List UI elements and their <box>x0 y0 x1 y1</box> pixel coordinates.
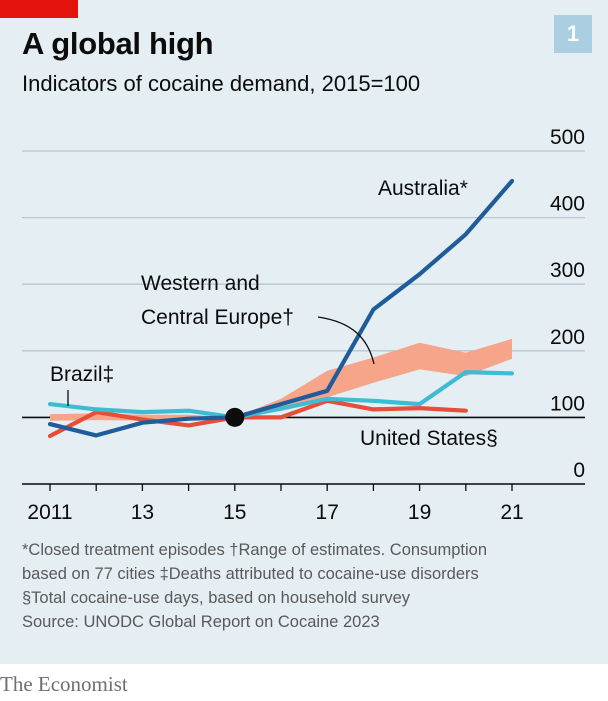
series-layer <box>47 178 515 439</box>
x-tick-label: 2011 <box>27 501 72 524</box>
series-label-europe-line1: Western and <box>141 272 260 295</box>
source-line: Source: UNODC Global Report on Cocaine 2… <box>22 613 380 631</box>
series-label-europe-line2: Central Europe† <box>141 306 294 329</box>
y-tick-label: 500 <box>550 126 585 149</box>
y-tick-label: 200 <box>550 326 585 349</box>
europe-leader-line <box>317 316 375 365</box>
chart-number-badge: 1 <box>554 15 592 53</box>
series-line-united-states <box>47 398 468 439</box>
y-tick-label: 100 <box>550 392 585 415</box>
chart-subtitle: Indicators of cocaine demand, 2015=100 <box>22 71 421 96</box>
footnotes: *Closed treatment episodes †Range of est… <box>22 538 602 634</box>
chart-title: A global high <box>22 26 214 61</box>
series-europe-range-band <box>50 338 512 421</box>
footnote-line-1: *Closed treatment episodes †Range of est… <box>22 541 488 559</box>
brand-red-tag <box>0 0 78 18</box>
publisher-footer: The Economist <box>0 672 128 696</box>
gridlines <box>22 150 585 491</box>
reference-point-2015 <box>225 407 245 427</box>
x-tick-label: 15 <box>223 501 246 524</box>
series-label-australia: Australia* <box>378 177 468 200</box>
footnote-line-2: based on 77 cities ‡Deaths attributed to… <box>22 565 479 583</box>
series-label-united-states: United States§ <box>360 427 498 450</box>
annotations: Australia* Western and Central Europe† B… <box>50 177 498 450</box>
series-label-brazil: Brazil‡ <box>50 363 114 386</box>
series-line-australia <box>47 178 515 438</box>
line-chart: 0 200 300 400 500 100 2011 13 15 17 19 21 Australi… <box>22 126 585 524</box>
x-tick-label: 21 <box>500 501 523 524</box>
x-tick-label: 13 <box>131 501 154 524</box>
x-tick-labels: 2011 13 15 17 19 21 <box>27 501 523 524</box>
y-tick-label: 400 <box>550 193 585 216</box>
y-tick-label: 0 <box>573 459 585 482</box>
x-tick-label: 17 <box>316 501 339 524</box>
x-tick-label: 19 <box>408 501 431 524</box>
series-line-brazil <box>47 370 515 420</box>
y-tick-labels: 0 200 300 400 500 100 <box>550 126 585 482</box>
footnote-line-3: §Total cocaine-use days, based on househ… <box>22 589 410 607</box>
chart-card <box>0 0 608 664</box>
y-tick-label: 300 <box>550 259 585 282</box>
